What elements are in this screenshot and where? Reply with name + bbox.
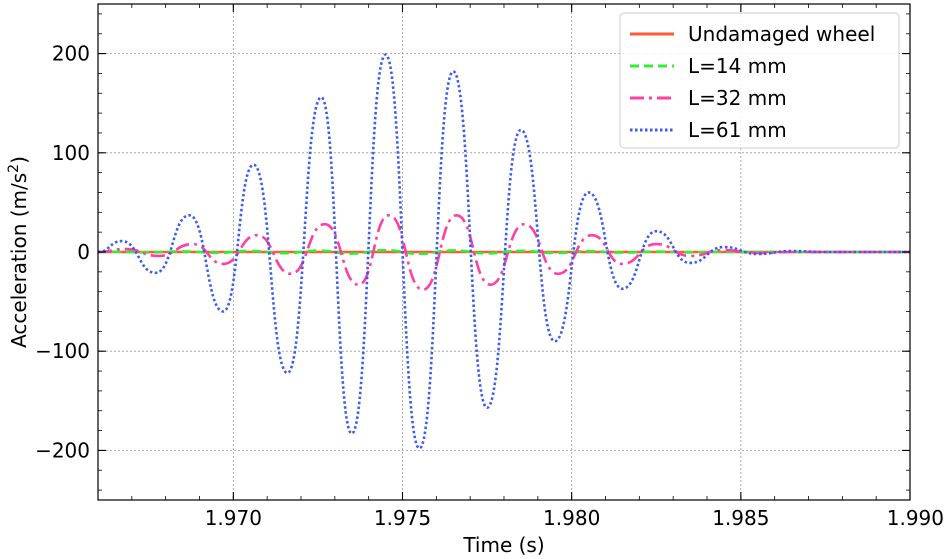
tick-labels: 1.970 1.975 1.980 1.985 1.990 −200 −100 0 100 200: [35, 42, 944, 530]
legend-label: Undamaged wheel: [688, 22, 875, 46]
series-line-3: [98, 213, 910, 292]
x-tick-label: 1.980: [543, 506, 600, 530]
y-axis-label-superscript: 2: [6, 164, 22, 173]
y-axis-label: Acceleration (m/s2): [6, 156, 31, 348]
series-line-4: [98, 53, 910, 450]
x-tick-label: 1.985: [712, 506, 769, 530]
y-tick-label: 0: [77, 240, 90, 264]
y-tick-label: −100: [35, 339, 90, 363]
legend-box: [619, 12, 900, 149]
series-layer: [98, 53, 910, 450]
x-tick-label: 1.970: [205, 506, 262, 530]
legend-label: L=14 mm: [688, 54, 787, 78]
legend-label: L=32 mm: [688, 86, 787, 110]
x-tick-label: 1.975: [374, 506, 431, 530]
y-tick-label: 100: [52, 141, 90, 165]
y-tick-label: 200: [52, 42, 90, 66]
series-line-2: [98, 248, 910, 256]
x-tick-label: 1.990: [887, 506, 944, 530]
legend: Undamaged wheel L=14 mm L=32 mm L=61 mm: [619, 12, 900, 149]
x-axis-label: Time (s): [462, 533, 544, 557]
y-axis-label-main: Acceleration (m/s: [7, 173, 31, 348]
legend-label: L=61 mm: [688, 118, 787, 142]
y-axis-label-close: ): [7, 156, 31, 164]
axis-ticks: [97, 4, 911, 500]
y-tick-label: −200: [35, 438, 90, 462]
